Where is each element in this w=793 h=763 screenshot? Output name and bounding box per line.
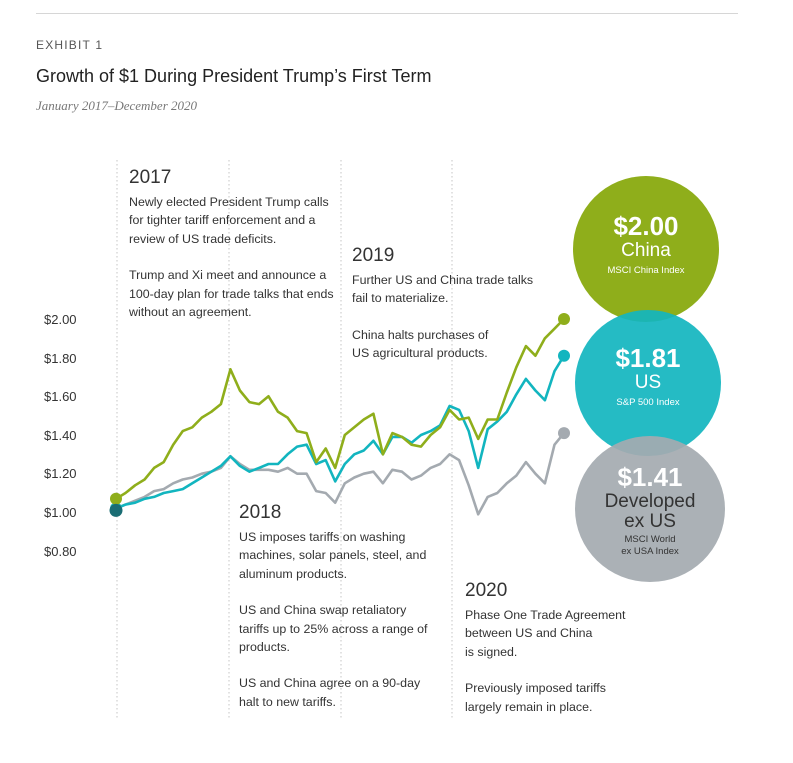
annotation-2018: 2018 US imposes tariffs on washing machin…: [239, 501, 428, 711]
y-tick-label: $0.80: [44, 544, 77, 559]
developed-callout-circle: $1.41 Developed ex US MSCI World ex USA In…: [575, 436, 725, 582]
callout-index: S&P 500 Index: [616, 397, 680, 408]
annotation-paragraph: Trump and Xi meet and announce a 100-day …: [129, 268, 334, 320]
exhibit-label: EXHIBIT 1: [36, 38, 104, 52]
callout-index: MSCI China Index: [607, 265, 685, 276]
common-start-point: [109, 503, 123, 517]
annotation-2019: 2019 Further US and China trade talks fai…: [352, 244, 533, 363]
series-line-developed-ex-us: [115, 432, 566, 516]
annotation-paragraph: US and China agree on a 90-day halt to ne…: [239, 676, 421, 709]
annotation-2020: 2020 Phase One Trade Agreement between US…: [465, 579, 626, 716]
callout-name: US: [634, 372, 662, 393]
annotation-paragraph: Previously imposed tariffs largely remain…: [465, 681, 606, 714]
annotation-paragraph: Newly elected President Trump calls for t…: [129, 195, 329, 246]
y-tick-label: $1.00: [44, 505, 77, 520]
start-point-china: [110, 492, 122, 505]
annotation-paragraph: US and China swap retaliatory tariffs up …: [239, 603, 428, 655]
y-tick-label: $1.80: [44, 351, 77, 366]
annotation-year: 2018: [239, 502, 282, 523]
callout-index: MSCI World ex USA Index: [621, 534, 679, 557]
annotation-paragraph: US imposes tariffs on washing machines, s…: [239, 530, 427, 581]
callout-name: Developed ex US: [604, 491, 696, 532]
callout-value: $1.41: [617, 462, 683, 492]
callout-value: $2.00: [613, 211, 679, 241]
top-divider: [36, 13, 738, 14]
series-line-us: [115, 355, 566, 510]
chart-subtitle: January 2017–December 2020: [36, 98, 198, 113]
end-point-china: [558, 313, 570, 325]
y-tick-label: $2.00: [44, 312, 77, 327]
end-point-us: [558, 349, 570, 362]
end-point-developed-ex-us: [558, 427, 570, 440]
series-line-china: [115, 318, 565, 500]
y-tick-label: $1.40: [44, 428, 77, 443]
y-tick-label: $1.20: [44, 466, 77, 481]
annotation-year: 2020: [465, 580, 508, 601]
annotation-paragraph: Phase One Trade Agreement between US and …: [465, 608, 626, 659]
annotation-year: 2019: [352, 245, 395, 266]
y-tick-label: $1.60: [44, 389, 77, 404]
us-callout-circle: $1.81 US S&P 500 Index: [575, 310, 721, 456]
annotation-paragraph: China halts purchases of US agricultural …: [352, 327, 489, 361]
callout-value: $1.81: [615, 343, 681, 373]
callout-name: China: [621, 240, 671, 261]
china-callout-circle: $2.00 China MSCI China Index: [573, 176, 719, 322]
annotation-2017: 2017 Newly elected President Trump calls…: [129, 166, 334, 321]
annotation-paragraph: Further US and China trade talks fail to …: [352, 273, 534, 306]
chart-title: Growth of $1 During President Trump’s Fi…: [36, 66, 432, 86]
annotation-year: 2017: [129, 167, 172, 188]
